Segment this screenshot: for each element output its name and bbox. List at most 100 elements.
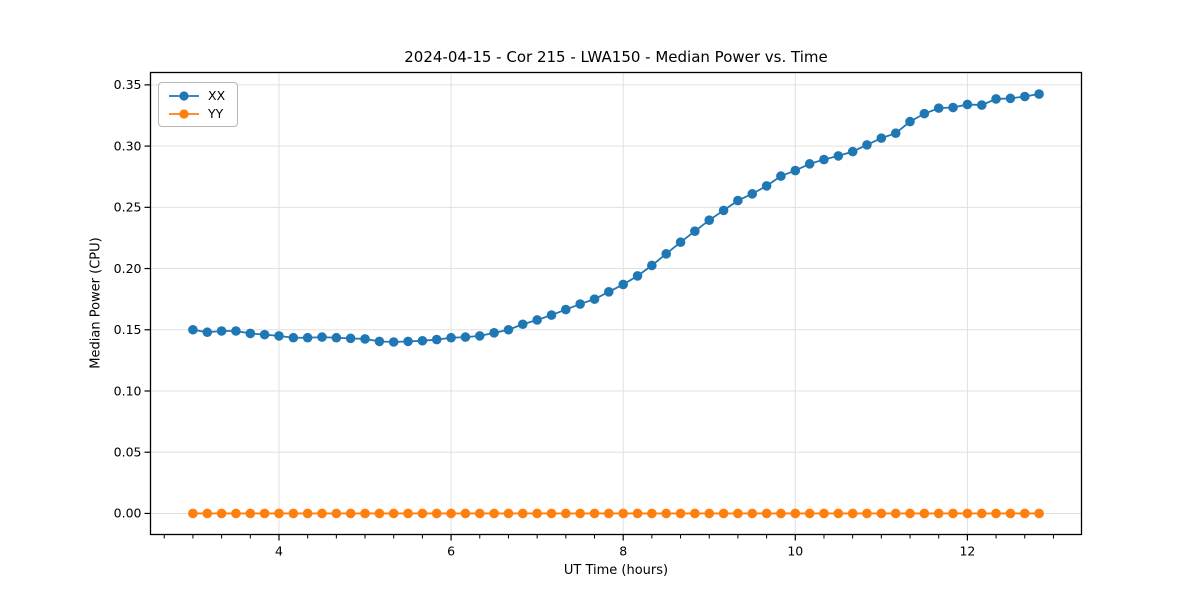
data-point-xx: [503, 324, 514, 335]
data-point-yy: [503, 508, 514, 519]
data-point-xx: [761, 181, 772, 191]
data-point-xx: [948, 102, 958, 113]
data-point-yy: [761, 508, 772, 519]
data-point-yy: [231, 508, 241, 519]
data-point-xx: [890, 128, 901, 139]
data-point-yy: [833, 508, 844, 519]
data-point-yy: [245, 508, 256, 519]
data-point-xx: [733, 195, 743, 206]
legend-swatch-dot: [179, 90, 189, 101]
x-tick-label: 12: [959, 544, 975, 559]
y-tick-label: 0.25: [114, 200, 142, 215]
data-point-yy: [1034, 508, 1044, 519]
data-point-xx: [302, 332, 313, 343]
data-point-xx: [776, 171, 786, 181]
data-point-yy: [790, 508, 801, 519]
data-point-xx: [647, 260, 657, 271]
data-point-yy: [962, 508, 973, 519]
data-point-xx: [460, 332, 471, 342]
data-point-yy: [976, 508, 987, 519]
data-point-xx: [833, 151, 844, 161]
data-point-xx: [388, 337, 399, 347]
data-point-yy: [647, 508, 657, 519]
data-point-xx: [1019, 91, 1030, 102]
data-point-xx: [474, 331, 485, 341]
x-tick-label: 4: [275, 544, 283, 559]
y-tick-label: 0.05: [114, 445, 142, 460]
data-point-xx: [489, 328, 499, 338]
data-point-xx: [1034, 89, 1044, 99]
data-point-yy: [188, 508, 198, 519]
data-point-xx: [216, 326, 227, 336]
data-point-xx: [202, 327, 213, 338]
data-point-yy: [274, 508, 284, 519]
data-point-xx: [403, 336, 413, 347]
data-point-yy: [1005, 508, 1016, 519]
data-point-xx: [345, 333, 356, 344]
data-point-xx: [847, 146, 858, 157]
x-tick-label: 6: [447, 544, 455, 559]
data-point-yy: [718, 508, 729, 519]
data-point-xx: [991, 94, 1001, 104]
data-point-yy: [575, 508, 585, 519]
data-point-yy: [919, 508, 930, 519]
data-point-yy: [890, 508, 901, 519]
data-point-yy: [374, 508, 385, 519]
data-point-xx: [274, 331, 284, 341]
data-point-yy: [661, 508, 672, 519]
legend-item-xx: XX: [167, 88, 225, 103]
data-point-xx: [804, 159, 815, 169]
legend-item-yy: YY: [167, 106, 225, 121]
data-point-yy: [690, 508, 700, 519]
data-point-yy: [589, 508, 600, 519]
y-tick-label: 0.15: [114, 322, 142, 337]
data-point-yy: [302, 508, 313, 519]
data-point-xx: [231, 326, 241, 336]
data-point-yy: [202, 508, 213, 519]
data-point-xx: [933, 103, 944, 113]
y-tick-label: 0.10: [114, 383, 142, 398]
data-point-xx: [905, 116, 915, 127]
data-point-xx: [919, 108, 930, 119]
data-point-yy: [618, 508, 628, 519]
data-point-yy: [474, 508, 485, 519]
legend-label-xx: XX: [208, 88, 226, 103]
legend-label-yy: YY: [208, 106, 224, 121]
data-point-yy: [804, 508, 815, 519]
data-point-xx: [632, 271, 643, 281]
data-point-xx: [604, 287, 614, 297]
data-point-yy: [1019, 508, 1030, 519]
data-point-yy: [847, 508, 858, 519]
data-point-xx: [446, 332, 456, 343]
data-point-xx: [431, 334, 442, 345]
legend-swatch-dot: [179, 108, 189, 119]
y-tick-label: 0.20: [114, 261, 142, 276]
x-tick-label: 8: [619, 544, 627, 559]
data-point-xx: [546, 310, 557, 320]
data-point-xx: [589, 294, 600, 304]
data-point-yy: [431, 508, 442, 519]
data-point-yy: [991, 508, 1001, 519]
x-tick-label: 10: [787, 544, 803, 559]
data-point-xx: [747, 189, 758, 199]
data-point-xx: [360, 334, 370, 344]
legend-sample-yy: [169, 108, 199, 119]
data-point-yy: [905, 508, 915, 519]
data-point-yy: [517, 508, 528, 519]
data-point-yy: [948, 508, 958, 519]
data-point-xx: [560, 304, 571, 315]
data-point-xx: [618, 279, 628, 290]
data-point-yy: [819, 508, 829, 519]
data-point-yy: [560, 508, 571, 519]
data-point-xx: [690, 226, 700, 236]
data-point-xx: [331, 332, 342, 343]
data-point-xx: [259, 329, 270, 340]
data-point-xx: [245, 328, 256, 339]
data-point-yy: [675, 508, 686, 519]
data-point-xx: [1005, 93, 1016, 104]
chart-title: 2024-04-15 - Cor 215 - LWA150 - Median P…: [404, 48, 828, 66]
data-point-xx: [819, 154, 829, 165]
data-point-xx: [962, 99, 973, 110]
